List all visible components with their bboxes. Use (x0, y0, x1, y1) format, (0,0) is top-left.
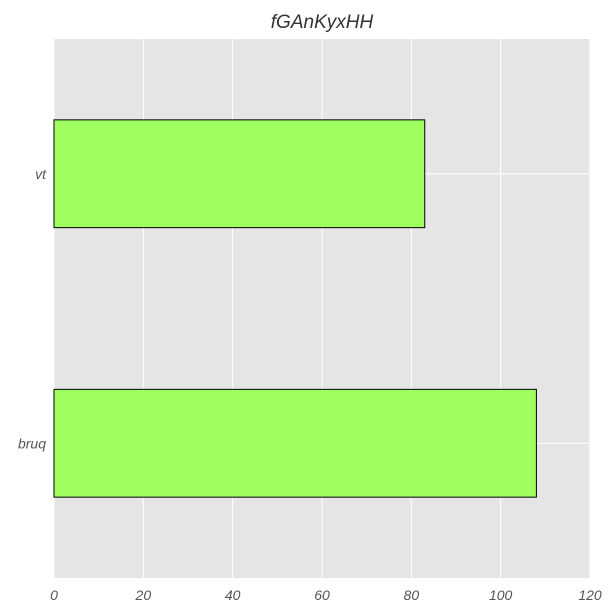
x-tick-label-0: 0 (50, 587, 58, 603)
bars (53, 119, 537, 498)
x-tick-label-40: 40 (225, 587, 241, 603)
y-tick-label-vt: vt (35, 166, 47, 182)
bar-bruq (53, 388, 537, 498)
y-axis-tick-labels: vt bruq (18, 166, 47, 452)
chart-title: fGAnKyxHH (271, 12, 374, 33)
x-tick-label-60: 60 (314, 587, 330, 603)
x-tick-label-20: 20 (135, 587, 152, 603)
x-tick-label-120: 120 (578, 587, 602, 603)
x-axis-tick-labels: 0 20 40 60 80 100 120 (50, 587, 602, 603)
y-tick-label-bruq: bruq (18, 435, 46, 451)
x-tick-label-100: 100 (489, 587, 513, 603)
x-tick-label-80: 80 (404, 587, 420, 603)
bar-vt (53, 119, 426, 229)
